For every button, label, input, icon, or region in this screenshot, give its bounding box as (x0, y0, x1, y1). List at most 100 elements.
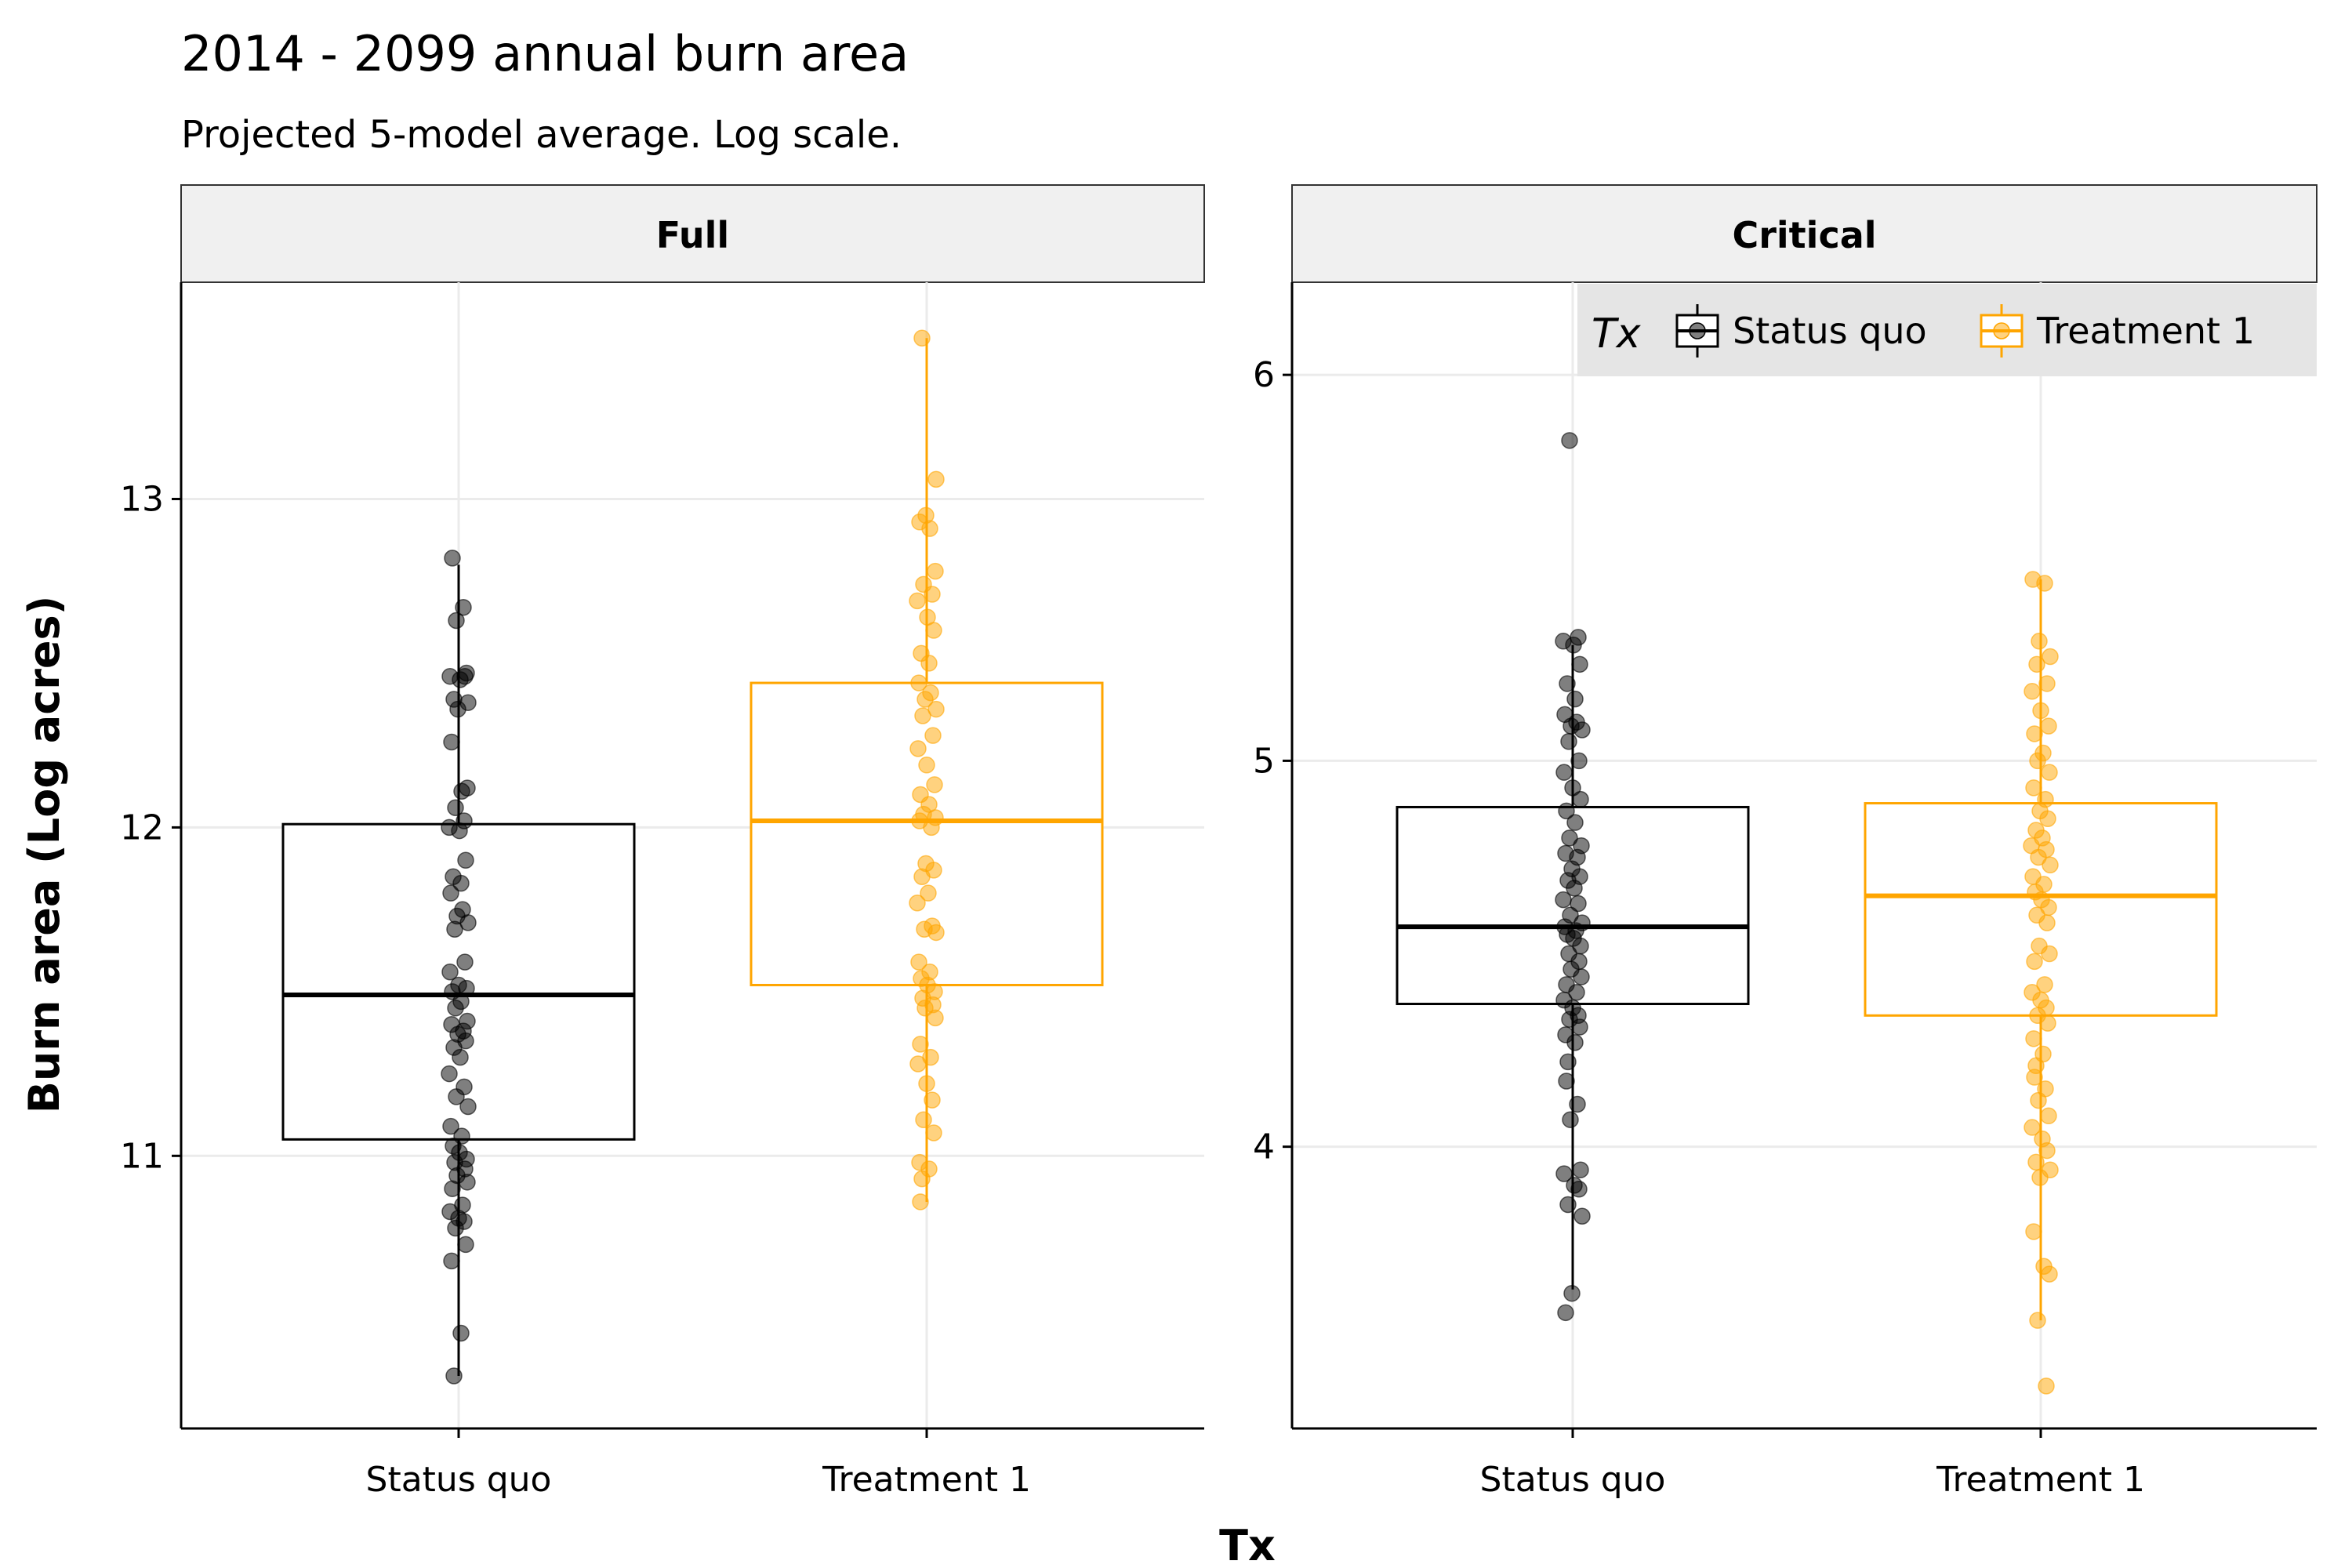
data-point (925, 1124, 942, 1142)
data-point (910, 674, 927, 691)
data-point (924, 586, 941, 603)
data-point (927, 1009, 944, 1027)
data-point (459, 914, 477, 931)
data-point (1561, 432, 1578, 449)
data-point (1572, 1161, 1589, 1178)
data-point (915, 1111, 932, 1128)
panel-critical: Critical 4 5 6 Status quo Treatment 1 (1253, 184, 2318, 1500)
data-point (909, 1055, 927, 1073)
data-point (925, 622, 942, 639)
data-point (1570, 895, 1587, 913)
panels: Full 11 12 13 Status quo Treatment 1 Critical 4… (120, 184, 2318, 1500)
x-axis-title: Tx (1219, 1521, 1276, 1568)
series-status-quo (1396, 432, 1750, 1322)
legend-title: Tx (1592, 310, 1642, 358)
data-point (2041, 1265, 2058, 1283)
data-point (2038, 914, 2056, 931)
data-point (924, 727, 942, 744)
data-point (2039, 810, 2056, 827)
data-point (2038, 1377, 2055, 1395)
data-point (912, 1036, 929, 1053)
data-point (457, 851, 474, 869)
facet-strip (180, 184, 1205, 283)
series-treatment-1 (1864, 571, 2218, 1395)
data-point (1566, 690, 1584, 708)
data-point (2041, 764, 2058, 781)
data-point (2040, 717, 2057, 735)
legend-key-treatment-1: Treatment 1 (1980, 304, 2255, 358)
legend-entry-label: Status quo (1733, 310, 1927, 352)
data-point (2032, 702, 2049, 720)
y-tick-label: 5 (1253, 741, 1275, 781)
data-point (2025, 1030, 2042, 1047)
x-tick-label: Treatment 1 (1936, 1460, 2145, 1500)
data-point (910, 953, 927, 971)
data-point (1570, 752, 1588, 770)
data-point (920, 884, 937, 902)
legend-key-status-quo: Status quo (1675, 304, 1927, 358)
data-point (2041, 945, 2058, 963)
data-point (1572, 790, 1589, 808)
data-point (1559, 1053, 1577, 1071)
data-point (921, 520, 938, 537)
data-point (1559, 675, 1576, 692)
data-point (916, 691, 934, 708)
data-point (927, 700, 945, 718)
data-point (913, 329, 931, 347)
data-point (1570, 1181, 1588, 1198)
data-point (1569, 1095, 1586, 1113)
data-point (2040, 1107, 2057, 1125)
data-point (2026, 1069, 2043, 1086)
data-point (1565, 636, 1582, 654)
data-point (441, 1065, 458, 1083)
data-point (443, 733, 460, 751)
data-point (2031, 633, 2048, 650)
data-point (456, 953, 474, 971)
data-point (444, 550, 461, 567)
y-tick-label: 13 (120, 479, 164, 519)
data-point (448, 612, 465, 630)
data-point (443, 1252, 460, 1270)
data-point (1564, 779, 1581, 797)
x-tick-label: Status quo (1480, 1460, 1666, 1500)
data-point (918, 1075, 935, 1092)
data-point (1566, 814, 1584, 831)
data-point (1571, 655, 1588, 673)
data-point (2029, 752, 2046, 770)
data-point (2029, 1312, 2046, 1329)
data-point (2036, 976, 2053, 993)
data-point (923, 818, 940, 837)
legend-key-point (1993, 322, 2010, 339)
data-point (2030, 848, 2047, 866)
data-point (2027, 1153, 2045, 1171)
data-point (456, 667, 474, 685)
chart-title: 2014 - 2099 annual burn area (181, 25, 909, 82)
data-point (2038, 675, 2056, 692)
data-point (927, 562, 944, 580)
x-tick-label: Status quo (366, 1460, 552, 1500)
data-point (451, 822, 468, 840)
data-point (1555, 891, 1572, 909)
data-point (912, 1193, 929, 1210)
data-point (1560, 733, 1577, 750)
data-point (446, 920, 463, 938)
facet-strip (1291, 184, 2318, 283)
facet-strip-label: Full (656, 214, 729, 256)
data-point (920, 655, 938, 672)
facet-strip-label: Critical (1732, 214, 1876, 256)
data-point (447, 1000, 464, 1017)
series-status-quo (281, 550, 636, 1385)
data-point (2026, 725, 2043, 742)
chart-subtitle: Projected 5-model average. Log scale. (181, 113, 902, 157)
data-point (2039, 1014, 2056, 1032)
data-point (1555, 764, 1573, 781)
y-tick-label: 12 (120, 808, 164, 848)
data-point (442, 884, 459, 902)
data-point (909, 592, 926, 610)
data-point (1561, 829, 1578, 847)
y-tick-label: 6 (1253, 355, 1275, 395)
data-point (2028, 655, 2045, 673)
data-point (1555, 1165, 1573, 1182)
data-point (1558, 802, 1575, 820)
